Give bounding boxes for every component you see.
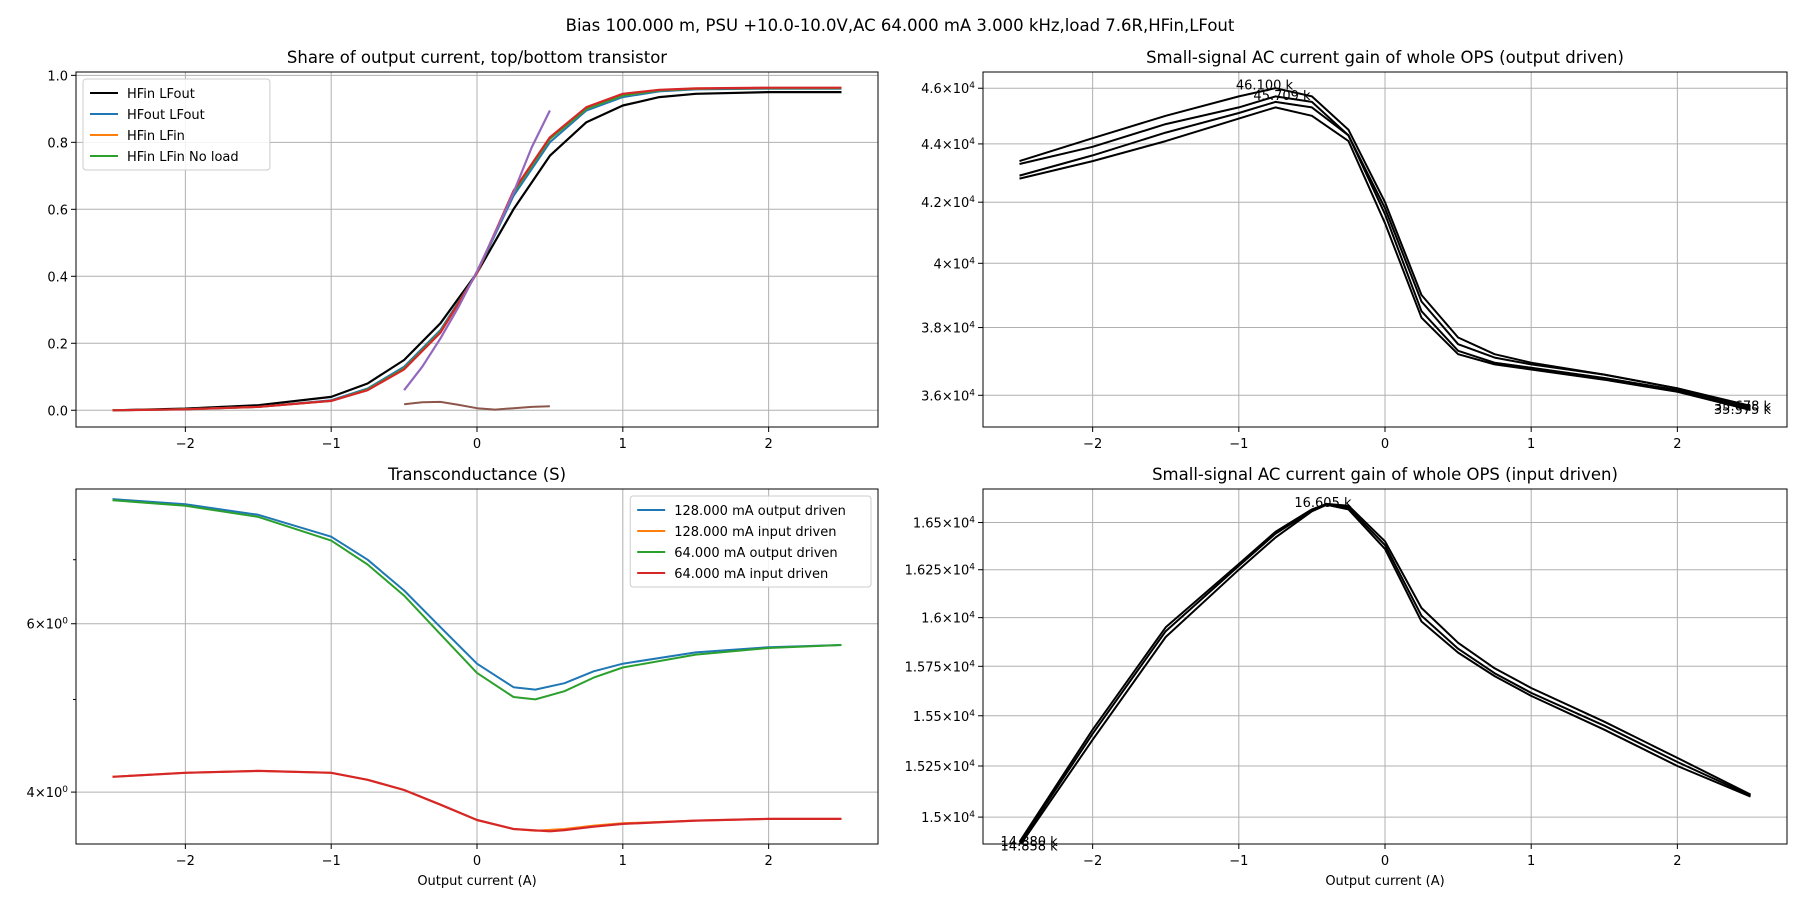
- series-line: [1018, 502, 1751, 843]
- x-tick-label: 1: [619, 437, 627, 452]
- legend: HFin LFout HFout LFout HFin LFin HFin LFin …: [82, 78, 271, 171]
- y-tick-label: 3.6×104: [921, 388, 975, 404]
- legend-label: 64.000 mA output driven: [674, 546, 837, 561]
- legend-label: HFin LFout: [127, 87, 195, 102]
- y-tick-label: 4×104: [934, 256, 976, 272]
- data-annotation: 35.678 k: [1714, 400, 1772, 415]
- series-line: [403, 400, 550, 411]
- y-tick-label: 1.65×104: [913, 516, 975, 532]
- y-tick-label: 0.0: [47, 404, 68, 419]
- legend-box: [82, 78, 271, 171]
- x-tick-label: 0: [473, 437, 481, 452]
- chart-title: Small-signal AC current gain of whole OP…: [1146, 48, 1624, 67]
- data-annotation: 14.880 k: [1001, 835, 1059, 850]
- legend-label: HFin LFin No load: [127, 150, 239, 165]
- chart-gain_in: Small-signal AC current gain of whole OP…: [905, 465, 1788, 889]
- x-tick-label: 0: [1381, 854, 1389, 869]
- figure-suptitle: Bias 100.000 m, PSU +10.0-10.0V,AC 64.00…: [566, 16, 1235, 35]
- series-group: [1019, 87, 1751, 411]
- axes-frame: [75, 71, 879, 428]
- axes-frame: [982, 71, 1788, 428]
- x-tick-label: −1: [322, 854, 341, 869]
- x-tick-label: 2: [764, 437, 772, 452]
- x-tick-label: −1: [322, 437, 341, 452]
- y-tick-label: 4.2×104: [921, 195, 975, 211]
- chart-title: Small-signal AC current gain of whole OP…: [1152, 465, 1618, 484]
- x-tick-label: 0: [1381, 437, 1389, 452]
- y-tick-label: 3.8×104: [921, 321, 975, 337]
- y-tick-label: 6×100: [27, 617, 69, 633]
- y-tick-label: 1.0: [47, 69, 68, 84]
- series-line: [112, 499, 842, 701]
- legend-label: 128.000 mA input driven: [674, 525, 836, 540]
- x-tick-label: −2: [176, 437, 195, 452]
- legend-label: 128.000 mA output driven: [674, 504, 846, 519]
- y-tick-label: 1.575×104: [905, 659, 976, 675]
- y-tick-label: 0.8: [47, 136, 68, 151]
- y-tick-label: 4×100: [27, 785, 69, 801]
- series-line: [1019, 100, 1751, 411]
- series-group: [112, 86, 842, 412]
- data-annotation: 45.709 k: [1253, 89, 1311, 104]
- data-annotation: 46.100 k: [1236, 79, 1294, 94]
- legend-label: HFin LFin: [127, 129, 185, 144]
- x-axis-label: Output current (A): [1325, 874, 1444, 889]
- x-tick-label: −1: [1229, 854, 1248, 869]
- chart-transconductance: Transconductance (S) −2 −1 0 1 2 4×100 6×100 Out…: [27, 465, 879, 889]
- chart-gain_out: Small-signal AC current gain of whole OP…: [921, 48, 1788, 452]
- y-tick-label: 1.55×104: [913, 709, 975, 725]
- x-tick-label: 2: [1673, 437, 1681, 452]
- y-tick-label: 1.5×104: [921, 810, 975, 826]
- y-tick-label: 0.6: [47, 203, 68, 218]
- axes-frame: [982, 488, 1788, 845]
- x-tick-label: −2: [1083, 437, 1102, 452]
- axes-frame: [75, 488, 879, 845]
- chart-share: Share of output current, top/bottom tran…: [47, 48, 879, 452]
- series-line: [1018, 502, 1751, 844]
- series-line: [112, 91, 842, 412]
- series-line: [112, 498, 842, 691]
- y-tick-label: 0.4: [47, 270, 68, 285]
- y-tick-label: 1.525×104: [905, 759, 976, 775]
- series-line: [1019, 95, 1751, 409]
- legend-label: 64.000 mA input driven: [674, 567, 828, 582]
- x-tick-label: 0: [473, 854, 481, 869]
- x-tick-label: 1: [1527, 437, 1535, 452]
- x-axis-label: Output current (A): [417, 874, 536, 889]
- series-group: [112, 498, 842, 833]
- series-line: [403, 110, 551, 391]
- x-tick-label: −2: [1083, 854, 1102, 869]
- legend: 128.000 mA output driven 128.000 mA input…: [629, 495, 872, 588]
- series-group: [1018, 502, 1751, 844]
- x-tick-label: 2: [764, 854, 772, 869]
- x-tick-label: 1: [1527, 854, 1535, 869]
- series-line: [1019, 503, 1751, 844]
- x-tick-label: 1: [619, 854, 627, 869]
- data-annotation: 14.858 k: [1001, 839, 1059, 854]
- series-line: [112, 769, 842, 833]
- y-tick-label: 1.6×104: [921, 611, 975, 627]
- x-tick-label: 2: [1673, 854, 1681, 869]
- x-tick-label: −1: [1229, 437, 1248, 452]
- y-tick-label: 4.4×104: [921, 137, 975, 153]
- series-line: [1019, 106, 1751, 411]
- y-tick-label: 4.6×104: [921, 81, 975, 97]
- x-tick-label: −2: [176, 854, 195, 869]
- legend-box: [629, 495, 872, 588]
- y-tick-label: 1.625×104: [905, 563, 976, 579]
- axes-root: Share of output current, top/bottom tran…: [27, 48, 1788, 889]
- chart-title: Transconductance (S): [387, 465, 566, 484]
- legend-label: HFout LFout: [127, 108, 205, 123]
- data-annotation: 16.605 k: [1294, 496, 1352, 511]
- chart-title: Share of output current, top/bottom tran…: [287, 48, 667, 67]
- data-annotation: 35.575 k: [1714, 403, 1772, 418]
- y-tick-label: 0.2: [47, 337, 68, 352]
